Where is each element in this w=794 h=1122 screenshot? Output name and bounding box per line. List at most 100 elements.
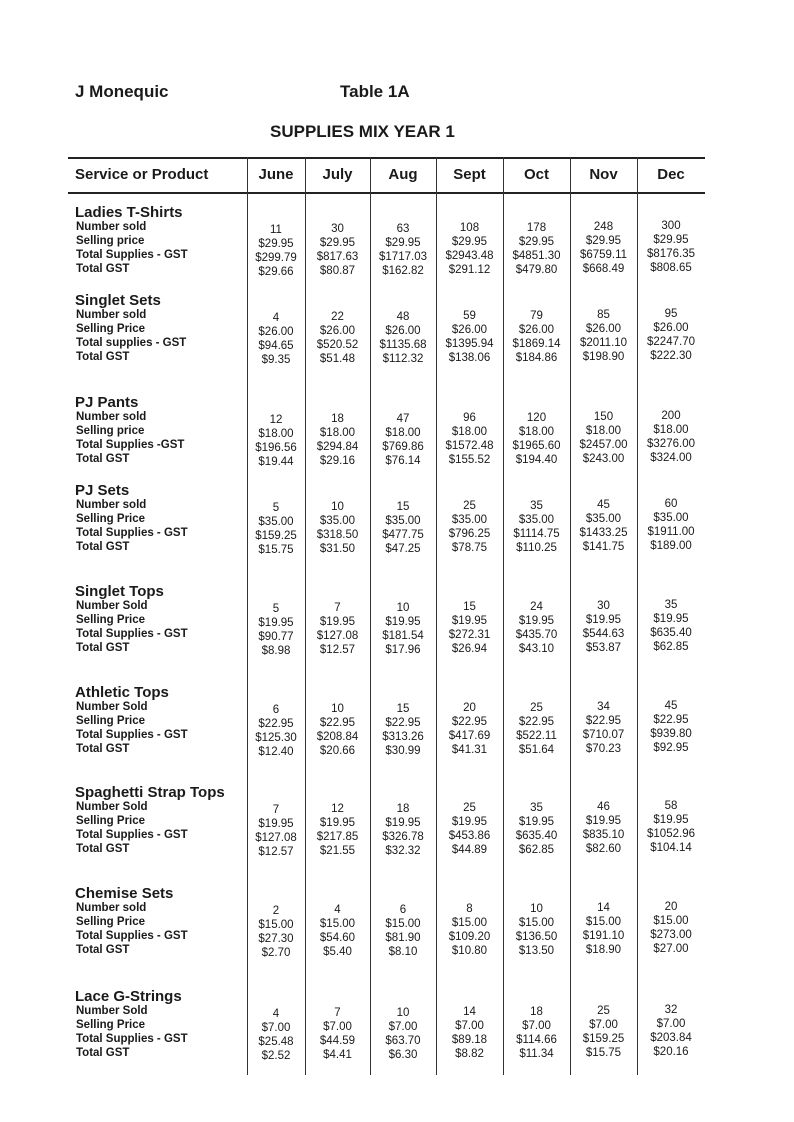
value-cell: $159.25: [255, 530, 297, 542]
value-cell: $635.40: [515, 829, 558, 842]
row-label: Total GST: [76, 541, 130, 553]
value-cell: 58: [664, 800, 678, 813]
value-cell: $15.00: [319, 918, 356, 931]
value-cell: 95: [664, 308, 678, 321]
value-cell: $15.00: [518, 916, 555, 929]
value-cell: $138.06: [448, 352, 491, 365]
value-cell: 14: [597, 902, 610, 914]
value-cell: $453.86: [448, 830, 491, 843]
value-cell: $477.75: [382, 528, 424, 541]
value-cell: $53.87: [585, 642, 622, 654]
header-month: Aug: [388, 166, 418, 183]
value-cell: 150: [593, 411, 614, 423]
value-cell: $29.66: [258, 266, 294, 278]
value-cell: 60: [664, 498, 678, 511]
row-label: Total Supplies - GST: [76, 249, 188, 261]
value-cell: $272.31: [448, 629, 491, 642]
row-label: Total Supplies - GST: [76, 527, 188, 539]
value-cell: $22.95: [385, 716, 421, 729]
value-cell: $222.30: [650, 350, 692, 363]
value-cell: $3276.00: [647, 438, 695, 451]
value-cell: $47.25: [385, 542, 421, 555]
value-cell: 18: [396, 802, 410, 815]
value-cell: $44.89: [451, 844, 488, 857]
value-cell: 2: [272, 905, 280, 917]
row-label: Total supplies - GST: [76, 337, 187, 349]
value-cell: $12.40: [258, 746, 294, 758]
value-cell: $18.00: [385, 426, 421, 439]
row-label: Total GST: [76, 453, 130, 465]
value-cell: $51.48: [319, 353, 356, 366]
row-label: Selling Price: [76, 323, 146, 335]
value-cell: $18.00: [585, 425, 622, 437]
value-cell: $1052.96: [647, 828, 695, 841]
product-name: PJ Sets: [75, 482, 130, 499]
value-cell: $2457.00: [579, 439, 628, 451]
value-cell: $1717.03: [379, 250, 427, 263]
value-cell: $19.44: [258, 456, 294, 468]
value-cell: $796.25: [448, 528, 491, 541]
row-label: Number sold: [76, 309, 147, 321]
value-cell: $22.95: [518, 715, 555, 728]
value-cell: $1135.68: [379, 338, 427, 351]
row-label: Number Sold: [76, 701, 148, 713]
value-cell: $44.59: [319, 1035, 356, 1048]
value-cell: $5.40: [323, 946, 352, 959]
value-cell: $29.95: [451, 236, 488, 249]
header-month: Sept: [453, 166, 486, 183]
row-label: Total GST: [76, 642, 130, 654]
value-cell: $136.50: [515, 930, 558, 943]
value-cell: $12.57: [319, 644, 356, 657]
value-cell: 200: [661, 410, 681, 423]
value-cell: $635.40: [650, 627, 692, 640]
row-label: Total Supplies - GST: [76, 729, 188, 741]
value-cell: 24: [530, 600, 543, 613]
row-label: Number sold: [76, 499, 147, 511]
value-cell: $1572.48: [445, 440, 494, 453]
value-cell: $19.95: [653, 814, 689, 827]
value-cell: $109.20: [448, 931, 491, 944]
value-cell: $668.49: [582, 263, 625, 275]
row-label: Total GST: [76, 1047, 130, 1059]
value-cell: $10.80: [451, 945, 488, 958]
value-cell: 79: [530, 309, 543, 322]
value-cell: $835.10: [582, 829, 625, 841]
value-cell: 32: [664, 1004, 678, 1017]
product-name: Spaghetti Strap Tops: [75, 784, 225, 801]
value-cell: $15.00: [385, 917, 421, 930]
value-cell: 18: [530, 1005, 543, 1018]
value-cell: $1911.00: [647, 526, 695, 539]
value-cell: 10: [530, 902, 543, 915]
value-cell: $29.95: [518, 235, 555, 248]
value-cell: $15.75: [585, 1047, 622, 1059]
value-cell: 10: [396, 1006, 410, 1019]
value-cell: $194.40: [515, 453, 558, 466]
value-cell: $15.00: [258, 919, 294, 931]
value-cell: $62.85: [518, 843, 555, 856]
value-cell: 96: [463, 412, 476, 425]
value-cell: $26.94: [451, 643, 488, 656]
value-cell: $22.95: [653, 714, 689, 727]
value-cell: $1965.60: [512, 439, 561, 452]
value-cell: $80.87: [319, 265, 356, 278]
value-cell: $25.48: [258, 1036, 294, 1048]
value-cell: $15.00: [451, 917, 488, 930]
value-cell: $20.66: [319, 745, 356, 758]
value-cell: $32.32: [385, 844, 421, 857]
column-divider: [503, 157, 505, 1075]
value-cell: $7.00: [323, 1021, 352, 1034]
row-label: Total Supplies - GST: [76, 930, 188, 942]
value-cell: $181.54: [382, 629, 424, 642]
value-cell: $43.10: [518, 642, 555, 655]
value-cell: $522.11: [516, 729, 557, 742]
value-cell: $78.75: [451, 542, 488, 555]
value-cell: $114.66: [516, 1033, 557, 1046]
row-label: Number Sold: [76, 1005, 148, 1017]
value-cell: $2943.48: [445, 250, 494, 263]
value-cell: $159.25: [582, 1033, 625, 1045]
value-cell: 10: [396, 601, 410, 614]
value-cell: $26.00: [451, 324, 488, 337]
value-cell: $196.56: [255, 442, 297, 454]
product-name: PJ Pants: [75, 394, 139, 411]
table-rule: [68, 192, 705, 194]
